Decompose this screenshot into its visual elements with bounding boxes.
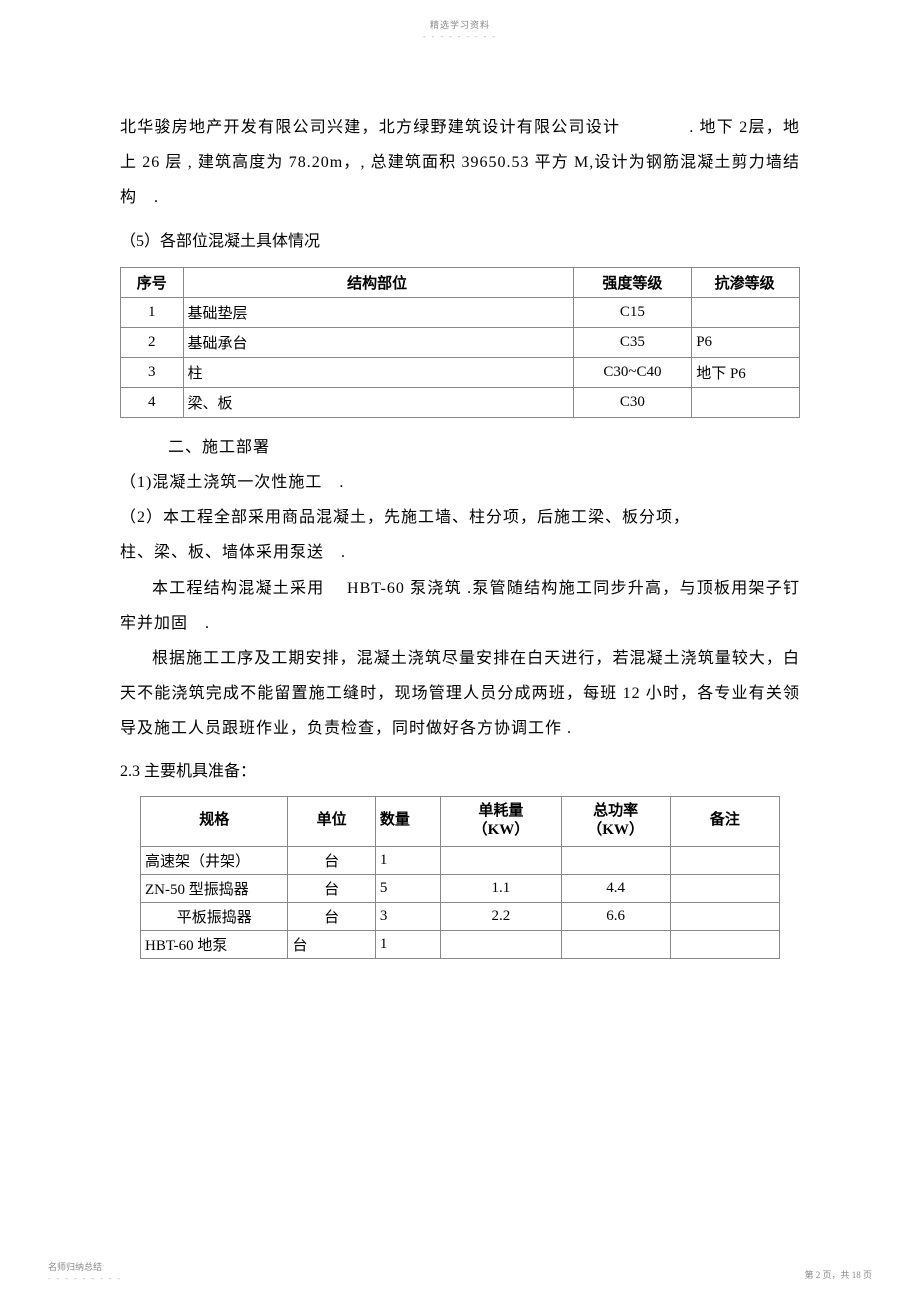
section-5-title: （5）各部位混凝土具体情况	[120, 224, 800, 259]
cell-anti: 地下 P6	[692, 357, 800, 387]
footer-left-text: 名师归纳总结	[48, 1262, 102, 1272]
cell-qty: 1	[375, 846, 441, 874]
cell-unit: 台	[288, 930, 375, 958]
cell-part: 基础承台	[183, 327, 573, 357]
cell-seq: 1	[121, 297, 184, 327]
table-row: 1 基础垫层 C15	[121, 297, 800, 327]
cell-spec: 平板振捣器	[141, 902, 288, 930]
total-l2: （KW）	[587, 822, 644, 838]
cell-total: 4.4	[561, 874, 670, 902]
section-2-title: 二、施工部署	[120, 430, 800, 465]
para-2-1: （1)混凝土浇筑一次性施工 .	[120, 465, 800, 500]
cell-unit: 台	[288, 846, 375, 874]
cell-qty: 5	[375, 874, 441, 902]
cell-total: 6.6	[561, 902, 670, 930]
cell-grade: C15	[573, 297, 692, 327]
table-header-row: 规格 单位 数量 单耗量 （KW） 总功率 （KW） 备注	[141, 796, 780, 846]
col-total-header: 总功率 （KW）	[561, 796, 670, 846]
table1-body: 1 基础垫层 C15 2 基础承台 C35 P6 3 柱 C30~C40 地下 …	[121, 297, 800, 417]
document-content: 北华骏房地产开发有限公司兴建，北方绿野建筑设计有限公司设计 . 地下 2层，地上…	[120, 110, 800, 959]
table-row: ZN-50 型振捣器 台 5 1.1 4.4	[141, 874, 780, 902]
table-row: HBT-60 地泵 台 1	[141, 930, 780, 958]
footer-dashes: - - - - - - - - -	[48, 1274, 122, 1283]
col-single-header: 单耗量 （KW）	[441, 796, 561, 846]
table-row: 4 梁、板 C30	[121, 387, 800, 417]
header-dashes: - - - - - - - - -	[423, 32, 497, 41]
cell-note	[670, 902, 779, 930]
cell-total	[561, 846, 670, 874]
cell-unit: 台	[288, 874, 375, 902]
cell-note	[670, 874, 779, 902]
para-2-2b: 柱、梁、板、墙体采用泵送 .	[120, 535, 800, 570]
single-l2: （KW）	[473, 822, 530, 838]
single-l1: 单耗量	[478, 803, 523, 819]
cell-note	[670, 930, 779, 958]
col-anti-header: 抗渗等级	[692, 267, 800, 297]
cell-single	[441, 930, 561, 958]
cell-seq: 4	[121, 387, 184, 417]
section-2-3-title: 2.3 主要机具准备：	[120, 754, 800, 789]
cell-spec: ZN-50 型振捣器	[141, 874, 288, 902]
page-number: 第 2 页，共 18 页	[804, 1270, 872, 1280]
col-qty-header: 数量	[375, 796, 441, 846]
cell-total	[561, 930, 670, 958]
para-pump: 本工程结构混凝土采用 HBT-60 泵浇筑 .泵管随结构施工同步升高，与顶板用架…	[120, 571, 800, 641]
cell-single: 2.2	[441, 902, 561, 930]
cell-grade: C30	[573, 387, 692, 417]
concrete-spec-table: 序号 结构部位 强度等级 抗渗等级 1 基础垫层 C15 2 基础承台 C35 …	[120, 267, 800, 418]
cell-note	[670, 846, 779, 874]
table-row: 平板振捣器 台 3 2.2 6.6	[141, 902, 780, 930]
col-seq-header: 序号	[121, 267, 184, 297]
cell-qty: 3	[375, 902, 441, 930]
cell-unit: 台	[288, 902, 375, 930]
col-spec-header: 规格	[141, 796, 288, 846]
cell-part: 梁、板	[183, 387, 573, 417]
table-row: 2 基础承台 C35 P6	[121, 327, 800, 357]
cell-single: 1.1	[441, 874, 561, 902]
table2-wrapper: 规格 单位 数量 单耗量 （KW） 总功率 （KW） 备注 高速架（井架	[120, 796, 800, 959]
cell-anti: P6	[692, 327, 800, 357]
cell-part: 基础垫层	[183, 297, 573, 327]
col-unit-header: 单位	[288, 796, 375, 846]
intro-paragraph: 北华骏房地产开发有限公司兴建，北方绿野建筑设计有限公司设计 . 地下 2层，地上…	[120, 110, 800, 216]
table-row: 3 柱 C30~C40 地下 P6	[121, 357, 800, 387]
cell-single	[441, 846, 561, 874]
table-header-row: 序号 结构部位 强度等级 抗渗等级	[121, 267, 800, 297]
table-row: 高速架（井架） 台 1	[141, 846, 780, 874]
cell-grade: C30~C40	[573, 357, 692, 387]
cell-grade: C35	[573, 327, 692, 357]
footer-right: 第 2 页，共 18 页	[804, 1268, 872, 1281]
para-schedule: 根据施工工序及工期安排，混凝土浇筑尽量安排在白天进行，若混凝土浇筑量较大，白天不…	[120, 641, 800, 747]
cell-anti	[692, 297, 800, 327]
cell-seq: 3	[121, 357, 184, 387]
col-part-header: 结构部位	[183, 267, 573, 297]
equipment-table: 规格 单位 数量 单耗量 （KW） 总功率 （KW） 备注 高速架（井架	[140, 796, 780, 959]
col-grade-header: 强度等级	[573, 267, 692, 297]
header-watermark: 精选学习资料 - - - - - - - - -	[423, 18, 497, 41]
cell-spec: 高速架（井架）	[141, 846, 288, 874]
cell-seq: 2	[121, 327, 184, 357]
total-l1: 总功率	[593, 803, 638, 819]
cell-qty: 1	[375, 930, 441, 958]
col-note-header: 备注	[670, 796, 779, 846]
table2-body: 高速架（井架） 台 1 ZN-50 型振捣器 台 5 1.1 4.4 平板振捣器	[141, 846, 780, 958]
para-2-2: （2）本工程全部采用商品混凝土，先施工墙、柱分项，后施工梁、板分项，	[120, 500, 800, 535]
footer-left: 名师归纳总结 - - - - - - - - -	[48, 1260, 122, 1283]
cell-part: 柱	[183, 357, 573, 387]
header-text: 精选学习资料	[430, 20, 490, 30]
cell-spec: HBT-60 地泵	[141, 930, 288, 958]
cell-anti	[692, 387, 800, 417]
